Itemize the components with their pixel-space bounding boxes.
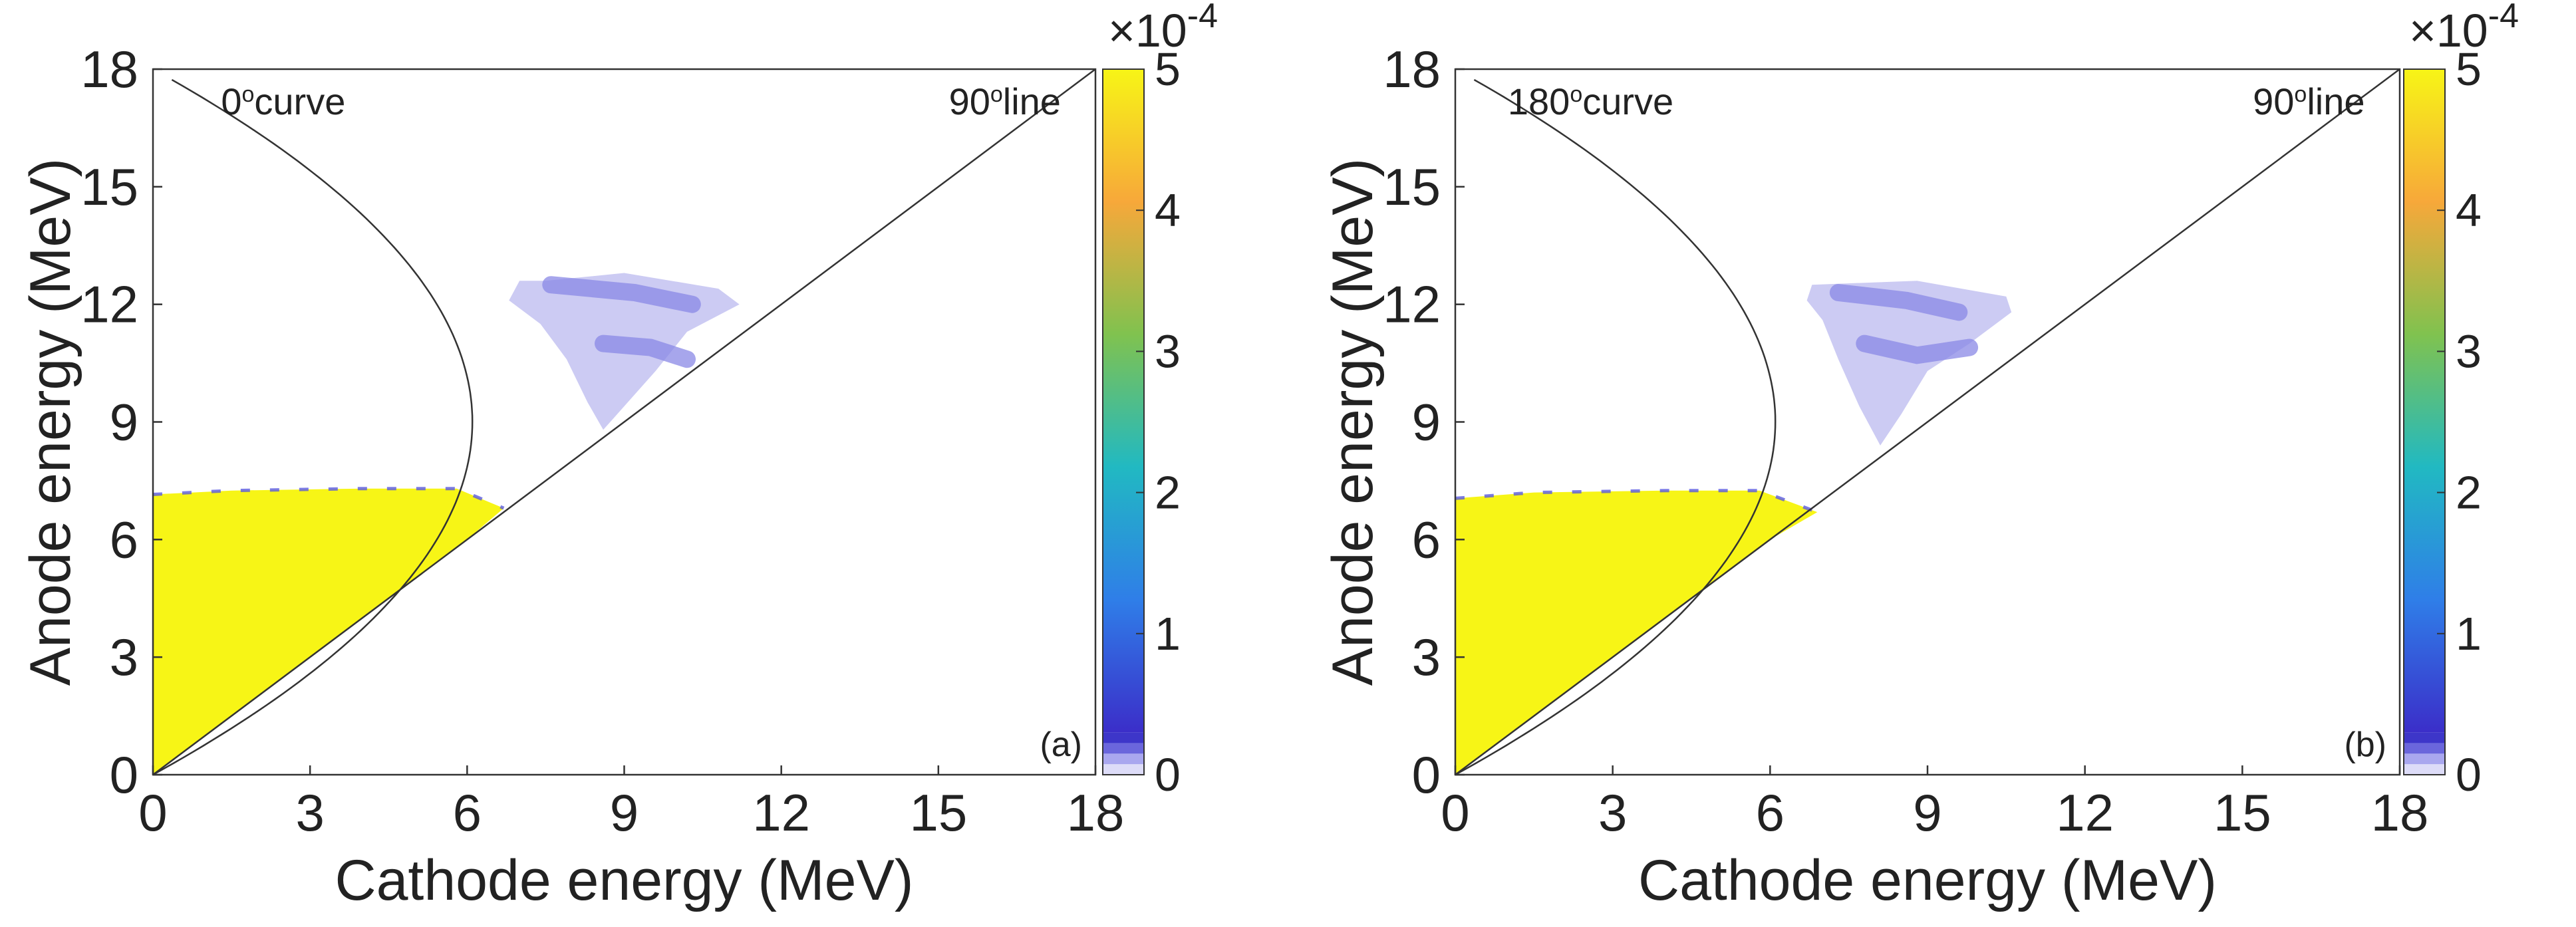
colorbar-low-band (2404, 764, 2445, 775)
density-streak (1829, 284, 1968, 321)
colorbar-tick-label: 3 (2456, 325, 2482, 377)
colorbar-tick-label: 0 (1155, 749, 1181, 801)
colorbar-low-band (2404, 753, 2445, 765)
angle-curve (1455, 78, 1777, 775)
y-axis-title: Anode energy (MeV) (1321, 158, 1385, 686)
y-tick-label: 15 (80, 158, 138, 216)
y-tick-label: 18 (80, 40, 138, 98)
plot-content (153, 69, 1095, 775)
colorbar-tick-label: 1 (2456, 608, 2482, 660)
x-tick-label: 12 (752, 783, 810, 842)
colorbar-tick-label: 5 (2456, 43, 2482, 95)
x-tick-label: 6 (453, 783, 482, 842)
x-tick-label: 3 (1598, 783, 1627, 842)
x-tick-label: 15 (909, 783, 967, 842)
curve-annotation: 180ocurve (1508, 80, 1673, 122)
panel-label: (a) (1040, 726, 1082, 764)
density-streak (1856, 334, 1979, 364)
y-tick-label: 6 (110, 510, 138, 569)
ninety-degree-line (1455, 69, 2400, 775)
colorbar-tick-label: 2 (1155, 467, 1181, 519)
x-axis-title: Cathode energy (MeV) (1638, 849, 2217, 912)
density-streak (595, 334, 696, 368)
colorbar-tick-label: 4 (1155, 184, 1181, 236)
y-tick-label: 12 (1383, 275, 1441, 334)
x-tick-label: 18 (1067, 783, 1125, 842)
colorbar-low-band (1103, 732, 1144, 743)
y-tick-label: 3 (1412, 628, 1441, 686)
x-tick-label: 3 (295, 783, 324, 842)
y-tick-label: 9 (1412, 393, 1441, 452)
colorbar (1103, 69, 1144, 733)
colorbar-tick-label: 4 (2456, 184, 2482, 236)
colorbar-frame (1102, 68, 1145, 775)
colorbar-frame (2403, 68, 2446, 775)
y-tick-label: 15 (1383, 158, 1441, 216)
y-tick-label: 12 (80, 275, 138, 334)
density-region-low (1806, 281, 2012, 446)
x-tick-label: 18 (2371, 783, 2429, 842)
ninety-degree-line (153, 69, 1095, 775)
colorbar-low-band (1103, 753, 1144, 765)
colorbar-tick-label: 0 (2456, 749, 2482, 801)
x-tick-label: 9 (610, 783, 639, 842)
colorbar-low-band (2404, 732, 2445, 743)
density-region-high (1455, 490, 1818, 775)
x-tick-label: 9 (1913, 783, 1941, 842)
y-tick-label: 9 (110, 393, 138, 452)
density-streak (542, 276, 701, 313)
colorbar-tick-label: 1 (1155, 608, 1181, 660)
x-tick-label: 12 (2056, 783, 2114, 842)
colorbar-tick-label: 3 (1155, 325, 1181, 377)
angle-curve (153, 78, 474, 775)
y-tick-label: 0 (1412, 745, 1441, 804)
x-tick-label: 0 (1441, 783, 1469, 842)
curve-annotation: 0ocurve (221, 80, 345, 122)
density-region-high (153, 488, 504, 775)
colorbar (2404, 69, 2445, 733)
line-annotation: 90oline (2253, 80, 2364, 122)
plot-content (1455, 69, 2400, 775)
y-axis-title: Anode energy (MeV) (19, 158, 82, 686)
y-tick-label: 0 (110, 745, 138, 804)
panel-label: (b) (2344, 726, 2386, 764)
colorbar-low-band (1103, 743, 1144, 754)
x-tick-label: 0 (138, 783, 167, 842)
colorbar-exponent: ×10-4 (1108, 0, 1218, 57)
x-axis-title: Cathode energy (MeV) (335, 849, 914, 912)
density-fringe (1455, 489, 1818, 514)
line-annotation: 90oline (949, 80, 1061, 122)
y-tick-label: 6 (1412, 510, 1441, 569)
colorbar-low-band (2404, 743, 2445, 754)
x-tick-label: 6 (1756, 783, 1785, 842)
y-tick-label: 18 (1383, 40, 1441, 98)
colorbar-tick-label: 2 (2456, 467, 2482, 519)
colorbar-low-band (1103, 764, 1144, 775)
colorbar-tick-label: 5 (1155, 43, 1181, 95)
y-tick-label: 3 (110, 628, 138, 686)
density-fringe (153, 487, 505, 510)
x-tick-label: 15 (2214, 783, 2271, 842)
colorbar-exponent: ×10-4 (2409, 0, 2519, 57)
